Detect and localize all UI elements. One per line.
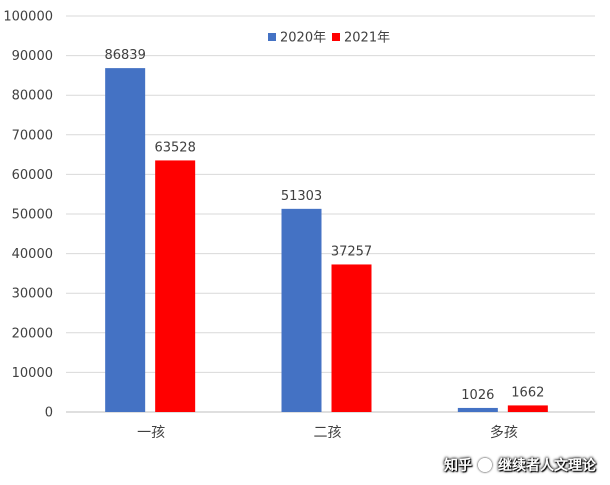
y-tick-label: 50000 [12,208,53,223]
bar [331,264,372,412]
y-tick-label: 40000 [12,247,53,262]
category-label: 多孩 [490,424,518,441]
bar [155,160,196,412]
bar [105,68,146,413]
bar [507,405,548,412]
bar [281,208,322,412]
y-tick-label: 70000 [12,128,53,143]
category-label: 一孩 [137,425,165,441]
data-label: 51303 [281,189,322,204]
legend-label: 2021年 [344,31,390,46]
chat-bubble-icon [478,458,492,472]
y-tick-label: 0 [45,406,53,421]
y-tick-label: 10000 [12,366,53,381]
category-label: 二孩 [314,425,342,441]
y-tick-label: 100000 [3,10,53,25]
y-tick-label: 80000 [12,89,53,104]
legend-label: 2020年 [280,31,326,46]
data-label: 63528 [154,140,195,155]
data-label: 86839 [104,48,145,63]
watermark-author: 继续者人文理论 [498,458,596,474]
data-label: 1026 [461,388,494,403]
legend-swatch [268,33,276,41]
y-tick-label: 30000 [12,287,53,302]
watermark: 知乎 继续者人文理论 [444,455,596,475]
data-label: 37257 [331,244,372,259]
bar [457,407,498,412]
watermark-brand: 知乎 [444,458,472,474]
y-tick-label: 20000 [12,326,53,341]
y-tick-label: 90000 [12,49,53,64]
data-label: 1662 [511,385,544,400]
y-tick-label: 60000 [12,168,53,183]
legend-swatch [332,33,340,41]
